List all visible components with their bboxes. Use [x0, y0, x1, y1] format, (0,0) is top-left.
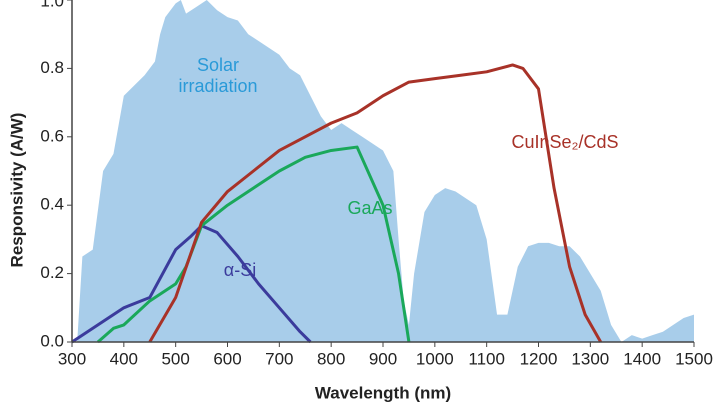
x-tick-label: 300 [58, 349, 86, 368]
x-tick-label: 1200 [520, 349, 558, 368]
y-tick-label: 0.2 [40, 263, 64, 282]
x-tick-label: 800 [317, 349, 345, 368]
y-tick-label: 0.8 [40, 58, 64, 77]
series-label: CuInSe₂/CdS [511, 132, 619, 152]
plot-area [71, 0, 694, 344]
x-tick-label: 1400 [623, 349, 661, 368]
area [72, 0, 694, 342]
y-tick-label: 0.6 [40, 126, 64, 145]
x-tick-label: 900 [369, 349, 397, 368]
series-label: α-Si [223, 260, 257, 280]
x-tick-label: 1500 [675, 349, 713, 368]
y-tick-label: 1.0 [40, 0, 64, 10]
x-tick-label: 1000 [416, 349, 454, 368]
line [96, 145, 411, 344]
x-tick-label: 700 [265, 349, 293, 368]
y-tick-label: 0.4 [40, 195, 64, 214]
x-tick-label: 600 [213, 349, 241, 368]
series-label: Solar irradiation [178, 55, 258, 96]
x-tick-label: 1300 [571, 349, 609, 368]
x-axis-label: Wavelength (nm) [315, 383, 451, 402]
line [148, 63, 603, 343]
y-axis-label: Responsivity (A/W) [7, 113, 26, 268]
series-label: GaAs [347, 198, 393, 218]
x-tick-label: 400 [110, 349, 138, 368]
x-tick-label: 500 [161, 349, 189, 368]
x-tick-label: 1100 [468, 349, 505, 368]
y-tick-label: 0.0 [40, 331, 64, 350]
